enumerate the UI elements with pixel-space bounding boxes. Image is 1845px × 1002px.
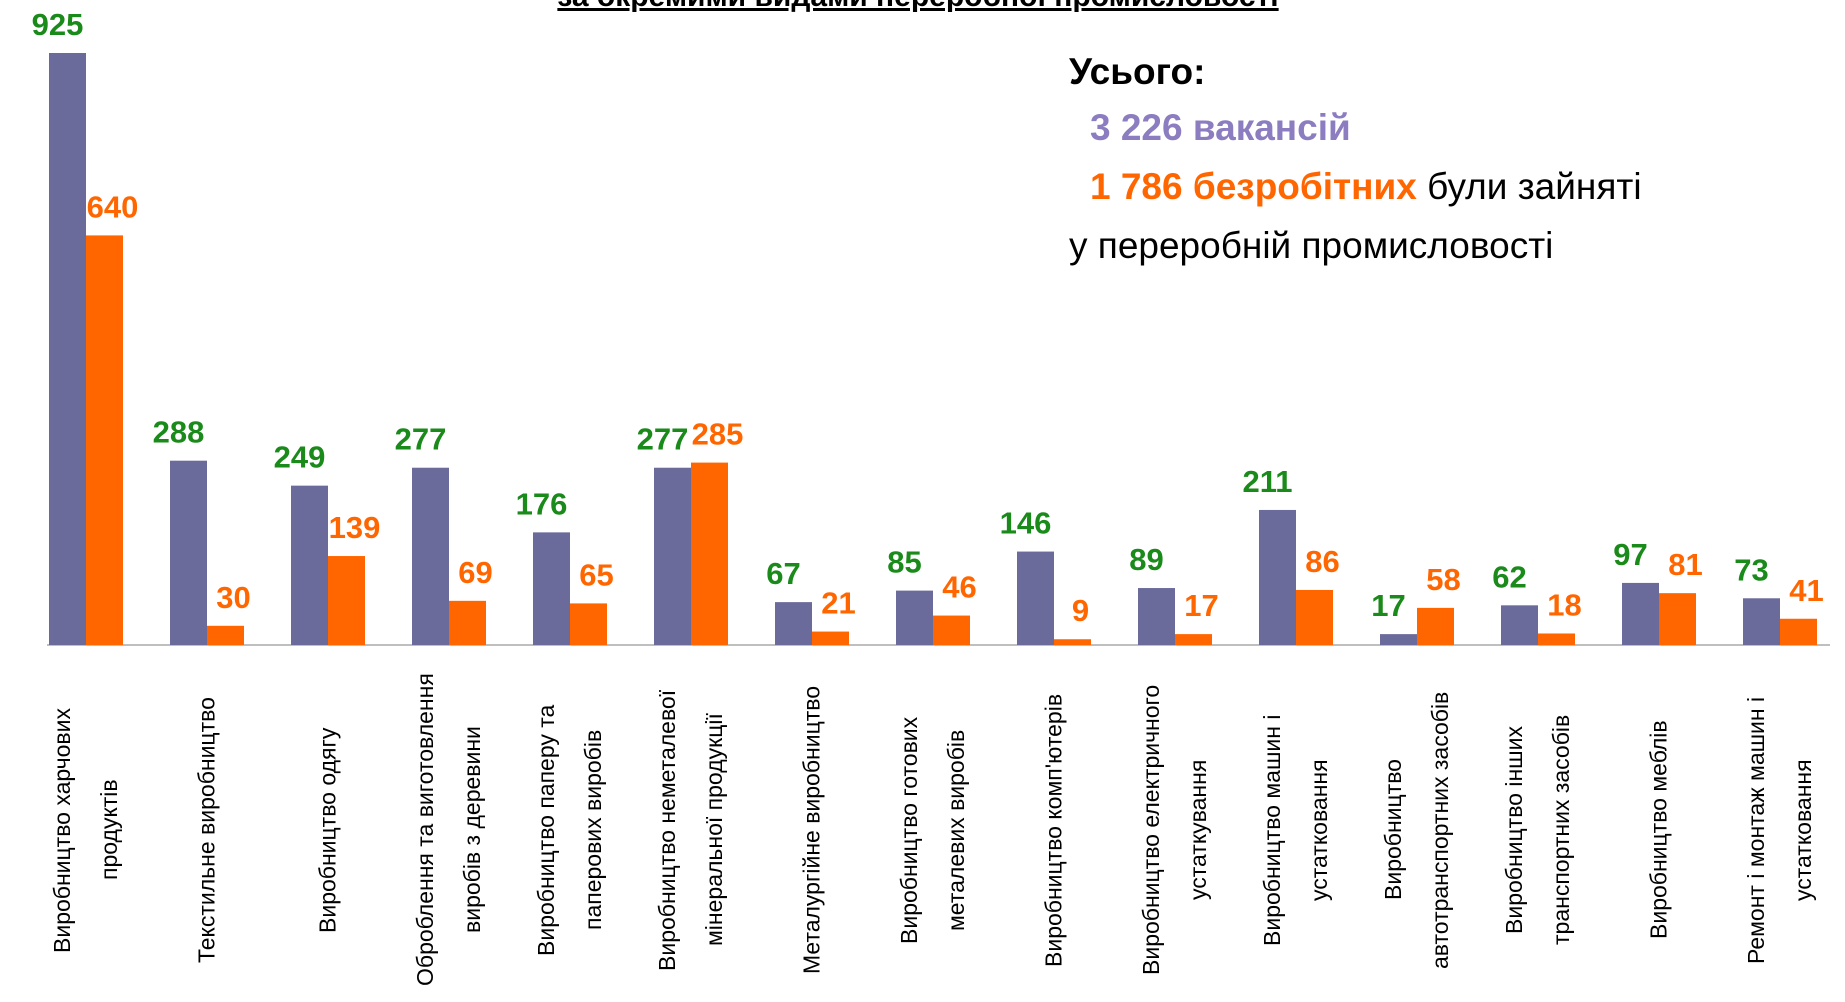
value-label: 211 xyxy=(1242,464,1292,499)
x-tick-label: Ремонт і монтаж машин і устатковання xyxy=(1743,696,1816,964)
x-tick-label: Виробництво харчових продуктів xyxy=(49,707,122,953)
value-label: 176 xyxy=(516,486,568,521)
chart-title: за окремими видами переробної промислово… xyxy=(557,0,1278,13)
bar xyxy=(1780,618,1817,645)
bar xyxy=(412,467,449,645)
value-label: 21 xyxy=(821,586,855,621)
value-label: 62 xyxy=(1492,559,1526,594)
bar xyxy=(49,53,86,645)
value-label: 65 xyxy=(579,557,613,592)
annotation-line: 1 786 безробітних були зайняті xyxy=(1090,166,1642,207)
x-tick-label: Виробництво машин і устатковання xyxy=(1259,714,1332,946)
value-label: 41 xyxy=(1789,573,1823,608)
value-label: 67 xyxy=(766,556,800,591)
x-tick-label: Виробництво паперу та паперових виробів xyxy=(533,704,606,956)
bar xyxy=(1659,593,1696,645)
bar xyxy=(1743,598,1780,645)
x-tick-label: Виробництво електричного устаткування xyxy=(1138,684,1211,976)
x-tick-label: Металургійне виробництво xyxy=(798,685,825,975)
bar xyxy=(207,625,244,645)
bar xyxy=(449,600,486,645)
value-label: 249 xyxy=(274,440,326,475)
x-tick-label: Виробництво інших транспортних засобів xyxy=(1501,714,1574,946)
bar xyxy=(1175,634,1212,645)
value-label: 285 xyxy=(692,417,744,452)
bar xyxy=(86,235,123,645)
value-label: 277 xyxy=(637,422,689,457)
x-tick-label: Виробництво готових металевих виробів xyxy=(896,716,969,944)
bar xyxy=(1017,551,1054,645)
bar xyxy=(896,590,933,645)
value-label: 9 xyxy=(1072,593,1089,628)
annotation-unemployed: 1 786 безробітних xyxy=(1090,166,1417,207)
value-label: 46 xyxy=(942,570,976,605)
x-tick-label: Виробництво неметалевої мінеральної прод… xyxy=(654,689,727,971)
bar xyxy=(1296,589,1333,645)
bar xyxy=(1538,633,1575,645)
x-tick-label: Виробництво одягу xyxy=(314,727,341,933)
bar xyxy=(691,462,728,645)
value-label: 18 xyxy=(1547,587,1581,622)
annotation-vacancies: 3 226 вакансій xyxy=(1090,107,1351,148)
bar xyxy=(775,602,812,645)
bar xyxy=(1259,509,1296,645)
bar xyxy=(570,603,607,645)
annotation-text: були зайняті xyxy=(1427,166,1641,207)
annotation-heading: Усього: xyxy=(1069,51,1205,92)
value-label: 89 xyxy=(1129,542,1163,577)
value-label: 277 xyxy=(395,422,447,457)
value-label: 86 xyxy=(1305,544,1339,579)
bar xyxy=(1501,605,1538,645)
value-label: 30 xyxy=(216,580,250,615)
value-label: 288 xyxy=(153,415,205,450)
bar xyxy=(1380,634,1417,645)
annotation-text: у переробній промисловості xyxy=(1069,225,1553,266)
value-label: 17 xyxy=(1371,588,1405,623)
value-label: 925 xyxy=(32,7,84,42)
x-tick-label: Виробництво комп'ютерів xyxy=(1040,693,1067,967)
value-label: 146 xyxy=(1000,506,1052,541)
value-label: 17 xyxy=(1184,588,1218,623)
x-tick-label: Оброблення та виготовлення виробів з дер… xyxy=(412,673,485,987)
bar xyxy=(533,532,570,645)
value-label: 69 xyxy=(458,555,492,590)
bar xyxy=(933,615,970,645)
bar xyxy=(328,556,365,645)
value-label: 97 xyxy=(1613,537,1647,572)
bar xyxy=(1417,607,1454,645)
value-label: 58 xyxy=(1426,562,1460,597)
x-tick-label: Виробництво меблів xyxy=(1645,720,1672,940)
value-label: 81 xyxy=(1668,547,1702,582)
x-tick-label: Текстильне виробництво xyxy=(193,697,220,963)
bar xyxy=(291,485,328,645)
value-label: 85 xyxy=(887,545,921,580)
bar xyxy=(1138,588,1175,645)
bar xyxy=(1054,639,1091,645)
bar xyxy=(812,631,849,645)
value-label: 139 xyxy=(329,510,381,545)
bar xyxy=(170,460,207,645)
value-label: 640 xyxy=(87,189,139,224)
bar xyxy=(1622,582,1659,645)
x-tick-label: Виробництво автотранспортних засобів xyxy=(1380,691,1453,969)
bar xyxy=(654,467,691,645)
value-label: 73 xyxy=(1734,552,1768,587)
